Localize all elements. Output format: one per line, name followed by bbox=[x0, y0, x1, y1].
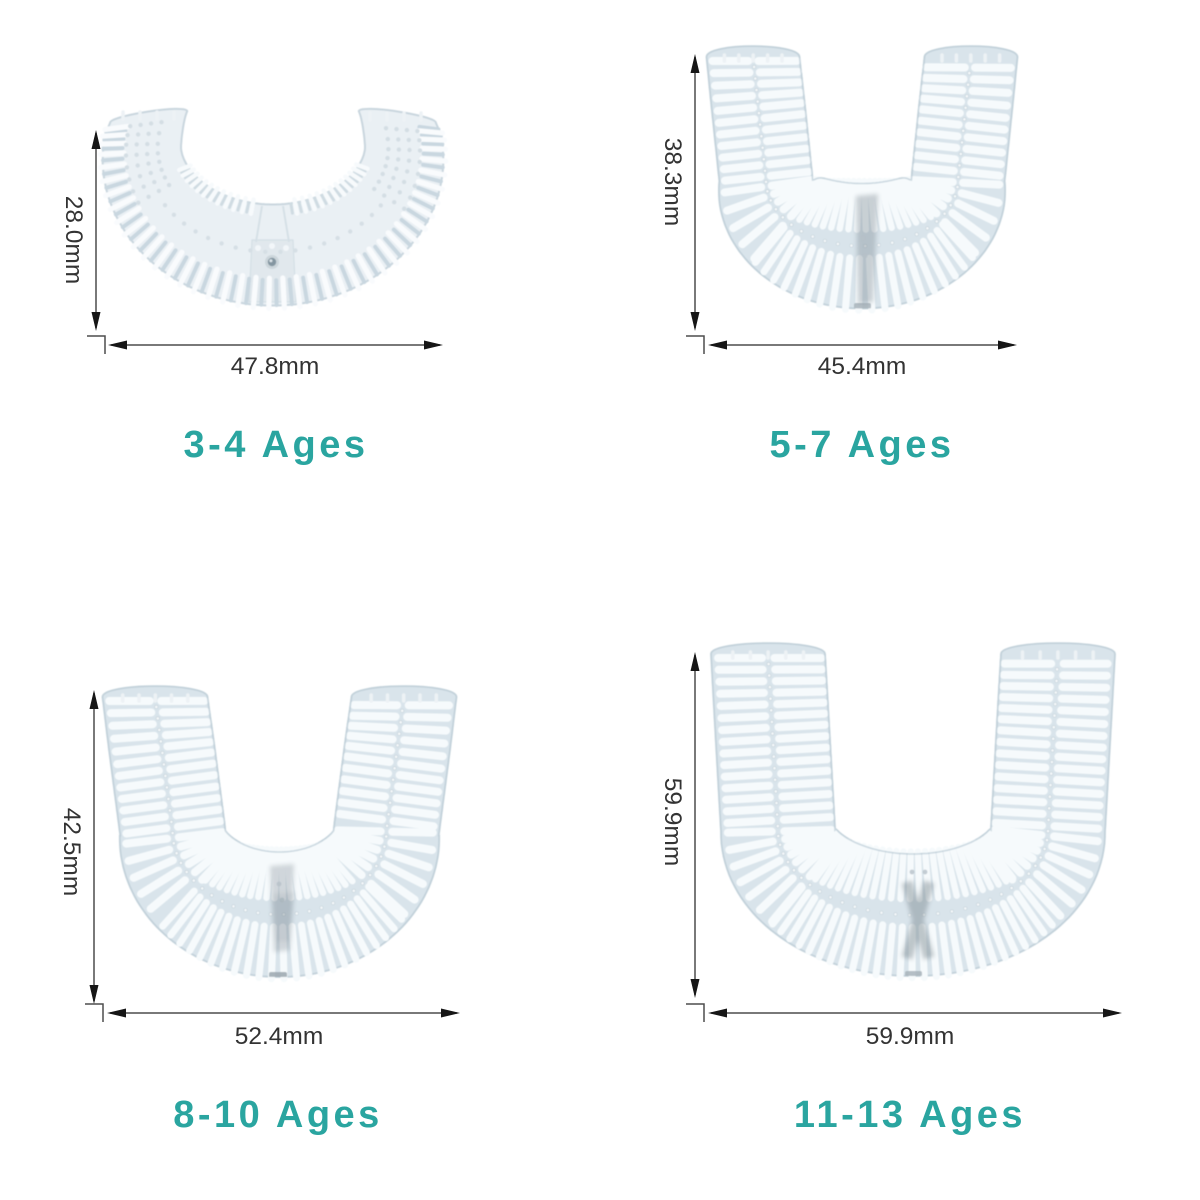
svg-text:52.4mm: 52.4mm bbox=[235, 1023, 324, 1050]
svg-text:45.4mm: 45.4mm bbox=[818, 353, 907, 380]
svg-text:5-7 Ages: 5-7 Ages bbox=[770, 424, 955, 466]
svg-text:3-4 Ages: 3-4 Ages bbox=[184, 424, 369, 466]
svg-text:59.9mm: 59.9mm bbox=[866, 1023, 955, 1050]
svg-text:11-13 Ages: 11-13 Ages bbox=[794, 1094, 1026, 1136]
svg-text:38.3mm: 38.3mm bbox=[659, 138, 686, 227]
svg-text:47.8mm: 47.8mm bbox=[231, 353, 320, 380]
svg-text:8-10 Ages: 8-10 Ages bbox=[173, 1094, 383, 1136]
svg-text:28.0mm: 28.0mm bbox=[60, 196, 87, 285]
svg-text:59.9mm: 59.9mm bbox=[659, 778, 686, 867]
svg-text:42.5mm: 42.5mm bbox=[58, 808, 85, 897]
